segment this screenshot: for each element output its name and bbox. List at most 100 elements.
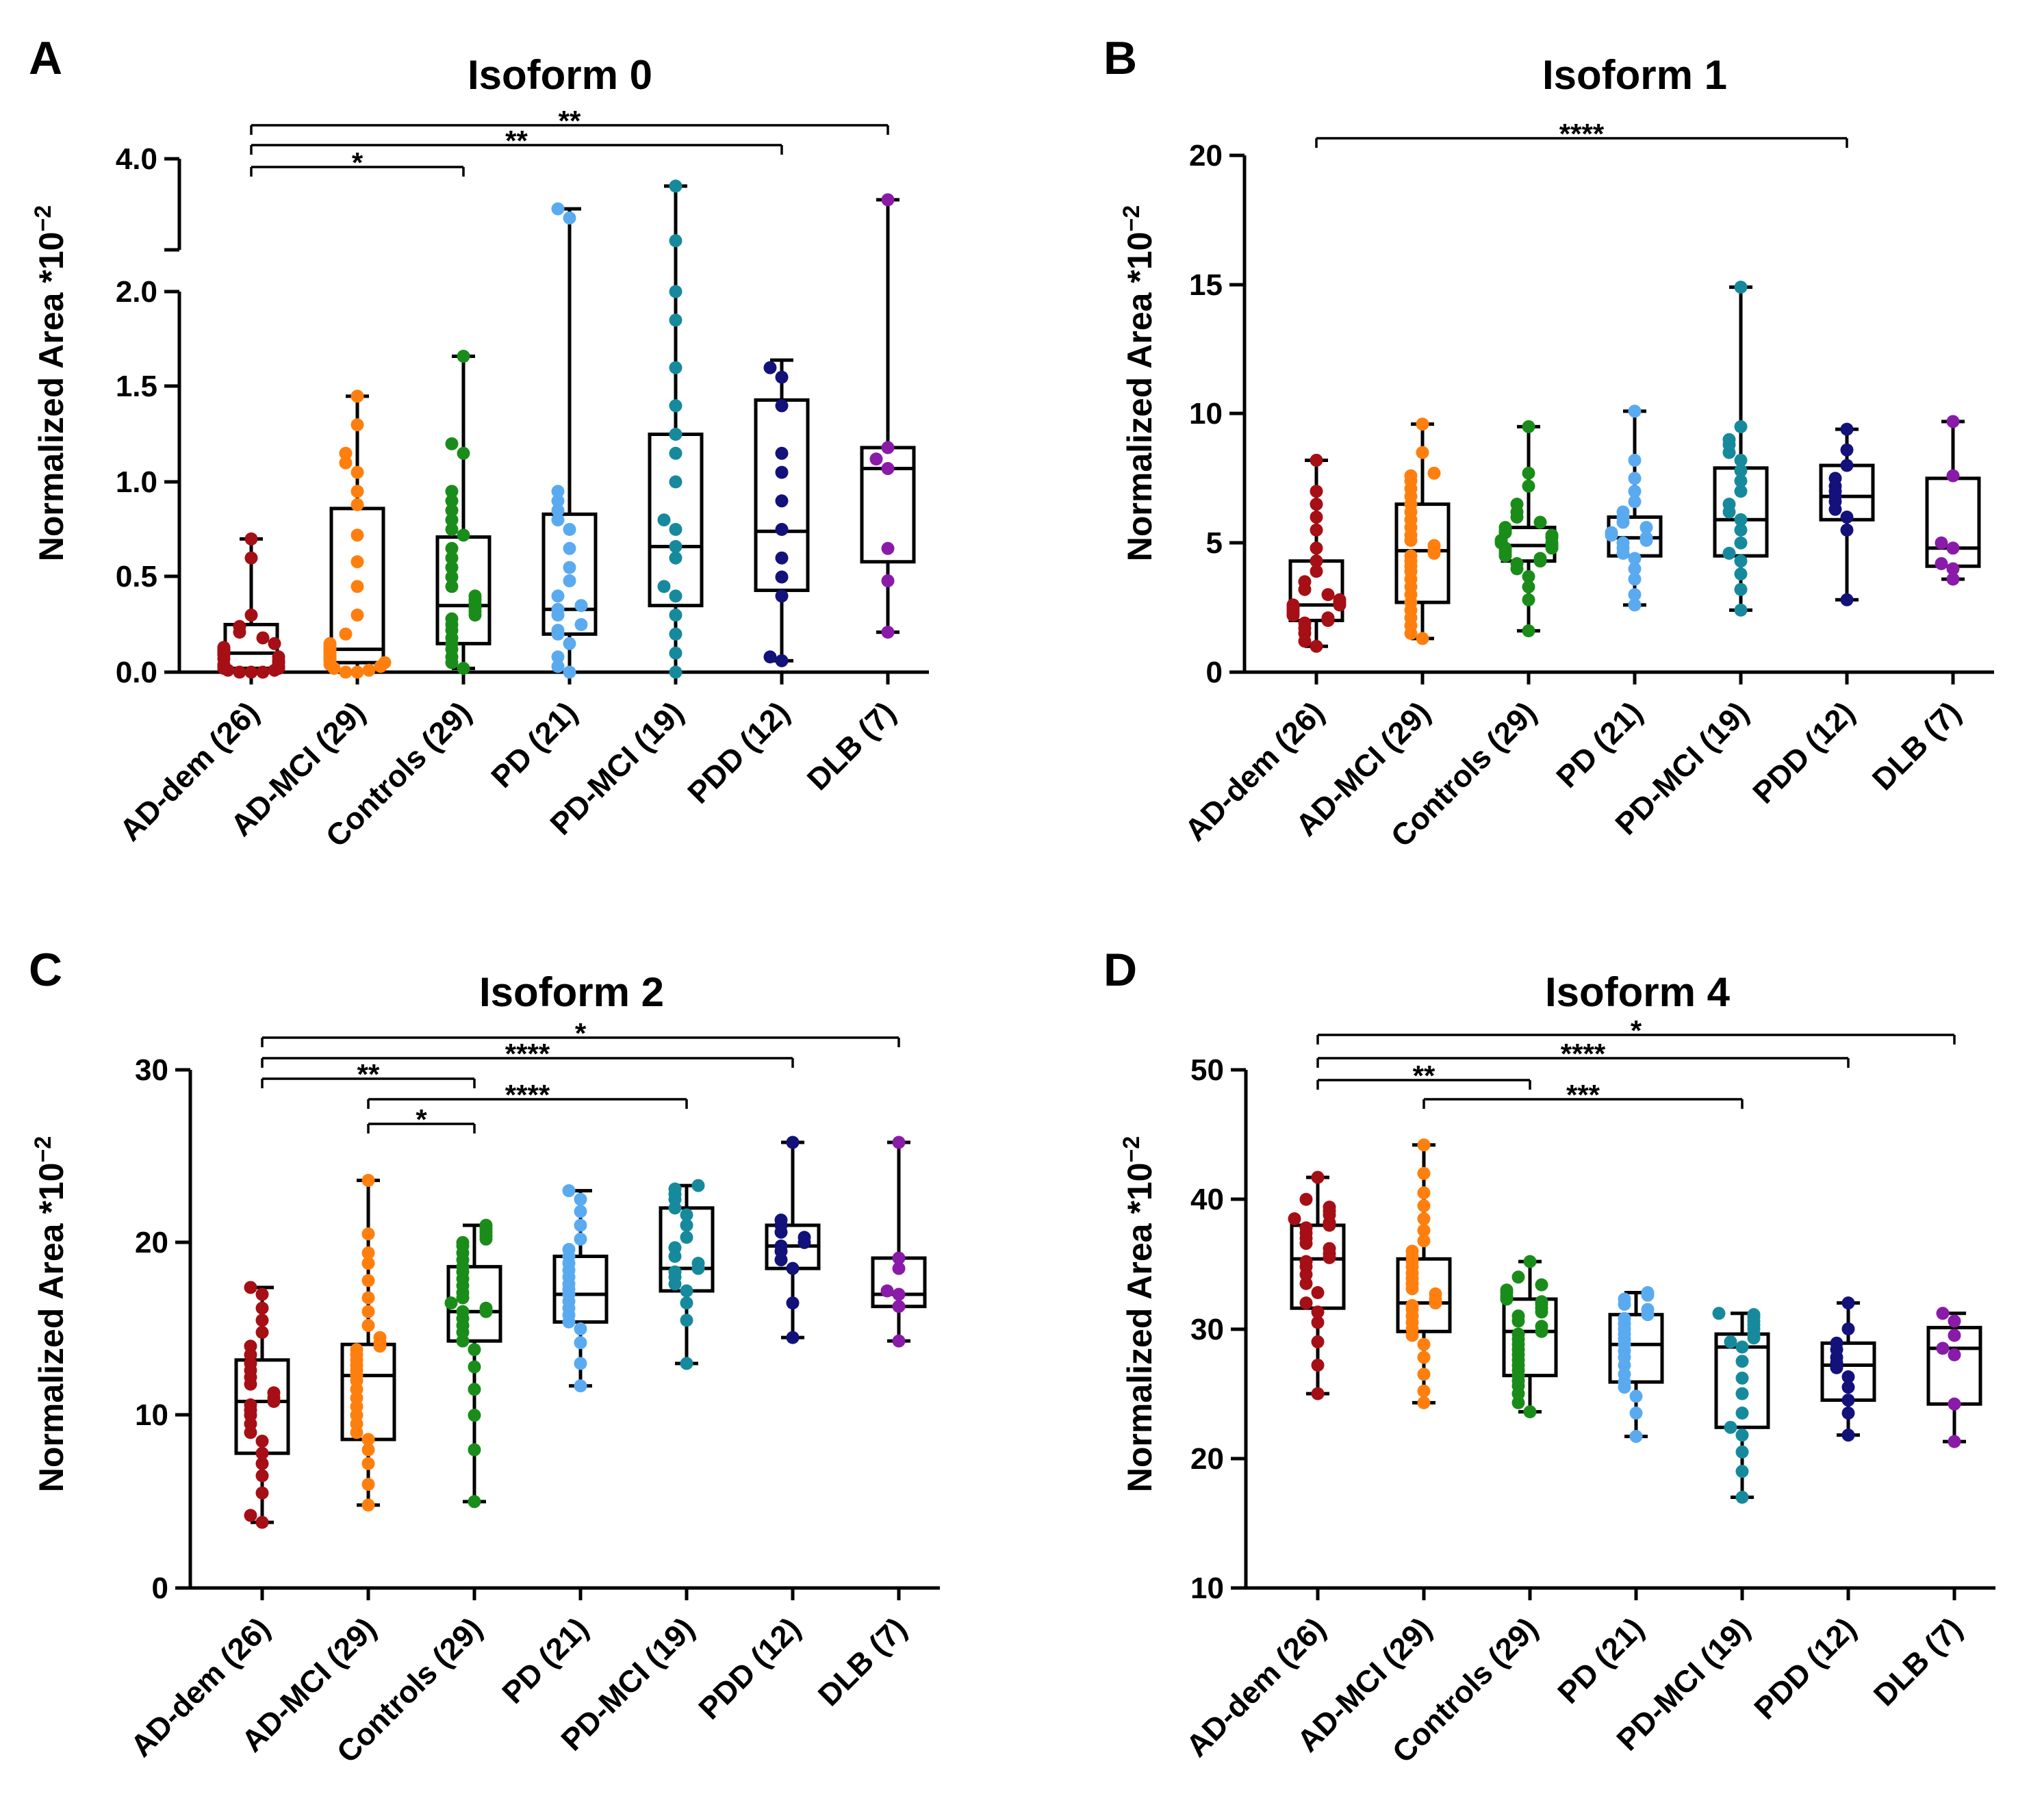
data-point bbox=[680, 1208, 693, 1222]
x-tick-label: PDD (12) bbox=[680, 695, 796, 810]
data-point bbox=[797, 1231, 811, 1244]
data-point bbox=[1629, 1389, 1643, 1403]
data-point bbox=[339, 665, 353, 679]
data-point bbox=[1511, 1327, 1525, 1341]
data-point bbox=[869, 452, 883, 466]
data-point bbox=[669, 428, 682, 441]
data-point bbox=[1935, 556, 1948, 570]
data-point bbox=[1417, 1368, 1431, 1381]
data-point bbox=[1840, 523, 1854, 537]
data-point bbox=[1841, 1394, 1855, 1407]
panel-letter: A bbox=[29, 32, 62, 84]
significance-label: **** bbox=[1561, 1038, 1606, 1070]
data-point bbox=[1841, 1296, 1855, 1310]
y-tick-label: 1.5 bbox=[116, 370, 157, 403]
data-point bbox=[445, 612, 459, 626]
data-point bbox=[1628, 598, 1642, 612]
data-point bbox=[574, 1218, 587, 1232]
data-point bbox=[1511, 1396, 1525, 1409]
data-point bbox=[1417, 1234, 1431, 1248]
box-5 bbox=[659, 1179, 715, 1370]
data-point bbox=[1310, 554, 1323, 568]
data-point bbox=[1311, 1286, 1325, 1300]
data-point bbox=[1734, 464, 1748, 478]
data-point bbox=[669, 627, 682, 641]
box-5 bbox=[648, 179, 704, 679]
data-point bbox=[574, 618, 588, 631]
data-point bbox=[1522, 580, 1535, 593]
significance-label: * bbox=[416, 1103, 427, 1136]
box-1 bbox=[217, 532, 285, 679]
data-point bbox=[1288, 1212, 1301, 1226]
data-point bbox=[562, 1242, 576, 1256]
data-point bbox=[1299, 1221, 1313, 1235]
data-point bbox=[1533, 515, 1547, 529]
box-1 bbox=[1288, 1170, 1346, 1400]
data-point bbox=[244, 1509, 257, 1522]
data-point bbox=[233, 665, 246, 679]
data-point bbox=[774, 1239, 788, 1253]
data-point bbox=[1724, 1420, 1737, 1434]
data-point bbox=[1311, 1316, 1325, 1329]
data-point bbox=[1535, 1295, 1548, 1309]
data-point bbox=[1310, 565, 1323, 578]
data-point bbox=[1605, 526, 1618, 539]
data-point bbox=[1948, 1348, 1961, 1361]
data-point bbox=[361, 1173, 375, 1187]
data-point bbox=[1405, 1298, 1419, 1312]
data-point bbox=[361, 1246, 375, 1259]
data-point bbox=[445, 494, 459, 508]
box-2 bbox=[1396, 1138, 1452, 1409]
data-point bbox=[1946, 415, 1960, 428]
data-point bbox=[1523, 1405, 1537, 1419]
data-point bbox=[1510, 556, 1524, 570]
box-3 bbox=[1500, 1255, 1558, 1419]
panel-d: D Isoform 4 Normalized Area *10−2 10 20 30 40 5… bbox=[1103, 944, 1995, 1769]
data-point bbox=[892, 1334, 906, 1348]
data-point bbox=[1936, 1342, 1950, 1355]
data-point bbox=[217, 641, 231, 654]
data-point bbox=[1321, 588, 1335, 602]
box-4 bbox=[552, 1184, 609, 1393]
data-point bbox=[669, 646, 682, 660]
y-tick-label: 20 bbox=[1190, 1442, 1224, 1476]
significance-bracket: * bbox=[1316, 1014, 1956, 1047]
y-tick-label: 2.0 bbox=[116, 275, 157, 309]
data-point bbox=[775, 399, 789, 413]
data-point bbox=[669, 361, 682, 374]
data-point bbox=[1417, 1396, 1431, 1409]
data-point bbox=[1416, 418, 1429, 431]
data-point bbox=[669, 285, 682, 298]
data-point bbox=[668, 1182, 682, 1196]
data-point bbox=[1840, 593, 1854, 606]
data-point bbox=[361, 1433, 375, 1446]
x-tick-label: DLB (7) bbox=[800, 695, 902, 797]
data-point bbox=[763, 650, 777, 664]
data-point bbox=[775, 523, 789, 536]
y-axis-label: Normalized Area *10−2 bbox=[1119, 1136, 1159, 1492]
data-point bbox=[361, 1498, 375, 1512]
data-point bbox=[339, 446, 353, 460]
data-point bbox=[1511, 1270, 1525, 1284]
data-point bbox=[268, 637, 281, 650]
y-axis-label: Normalized Area *10−2 bbox=[1119, 205, 1159, 561]
data-point bbox=[691, 1179, 705, 1192]
box-iqr bbox=[648, 433, 704, 608]
data-point bbox=[574, 1357, 587, 1370]
box-6 bbox=[765, 1136, 821, 1344]
data-point bbox=[350, 608, 364, 622]
data-point bbox=[1747, 1308, 1761, 1322]
data-point bbox=[1948, 1397, 1961, 1411]
data-point bbox=[1511, 1309, 1525, 1323]
data-point bbox=[339, 456, 353, 470]
chart-title: Isoform 2 bbox=[479, 969, 664, 1015]
data-point bbox=[255, 1301, 269, 1315]
y-tick-label: 30 bbox=[1190, 1313, 1224, 1346]
box-iqr bbox=[435, 535, 492, 645]
data-point bbox=[1641, 1286, 1655, 1300]
data-point bbox=[892, 1251, 906, 1265]
data-point bbox=[457, 661, 470, 675]
data-point bbox=[1427, 466, 1441, 480]
data-point bbox=[1298, 575, 1312, 589]
